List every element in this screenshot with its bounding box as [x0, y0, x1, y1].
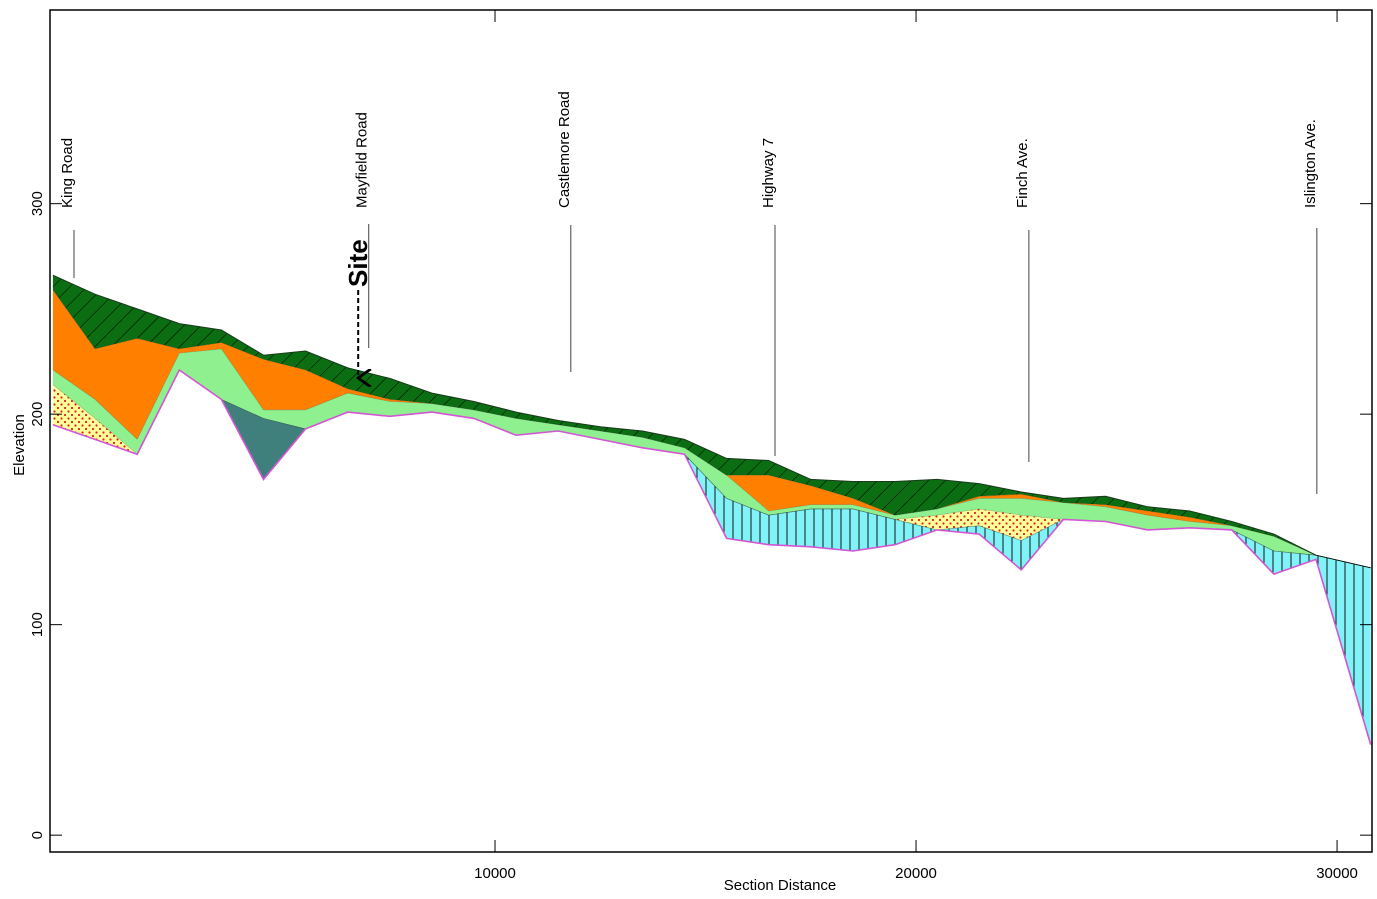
y-tick-label: 0 [29, 831, 46, 839]
road-label: Finch Ave. [1014, 138, 1031, 208]
road-label: Castlemore Road [556, 91, 573, 208]
layer-fill [52, 348, 1371, 568]
surface-line [52, 289, 1371, 569]
road-label: Mayfield Road [354, 112, 371, 208]
x-tick-label: 20000 [895, 865, 937, 882]
y-tick-label: 200 [29, 402, 46, 427]
road-label: Highway 7 [760, 138, 777, 208]
x-tick-label: 10000 [474, 865, 516, 882]
plot-frame [49, 9, 1373, 853]
road-label: King Road [59, 138, 76, 208]
layer-fill [52, 290, 1371, 568]
site-label: Site [343, 239, 373, 287]
x-axis-label: Section Distance [724, 877, 837, 894]
y-axis-label: Elevation [11, 414, 28, 476]
y-tick-label: 100 [29, 612, 46, 637]
y-tick-label: 300 [29, 191, 46, 216]
x-tick-label: 30000 [1316, 865, 1358, 882]
surface-line [52, 274, 1371, 569]
surface-line [52, 348, 1371, 569]
layer-hatch [52, 370, 1371, 568]
surface-line [52, 368, 1372, 745]
road-label: Islington Ave. [1302, 119, 1319, 208]
